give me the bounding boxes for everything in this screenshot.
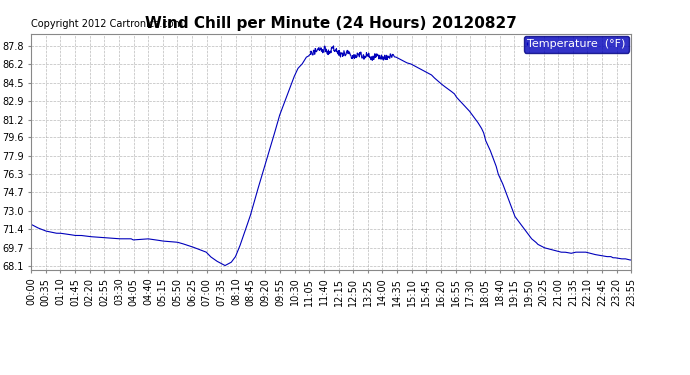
Legend: Temperature  (°F): Temperature (°F) xyxy=(524,36,629,52)
Text: Copyright 2012 Cartronics.com: Copyright 2012 Cartronics.com xyxy=(31,19,183,29)
Title: Wind Chill per Minute (24 Hours) 20120827: Wind Chill per Minute (24 Hours) 2012082… xyxy=(146,16,517,31)
